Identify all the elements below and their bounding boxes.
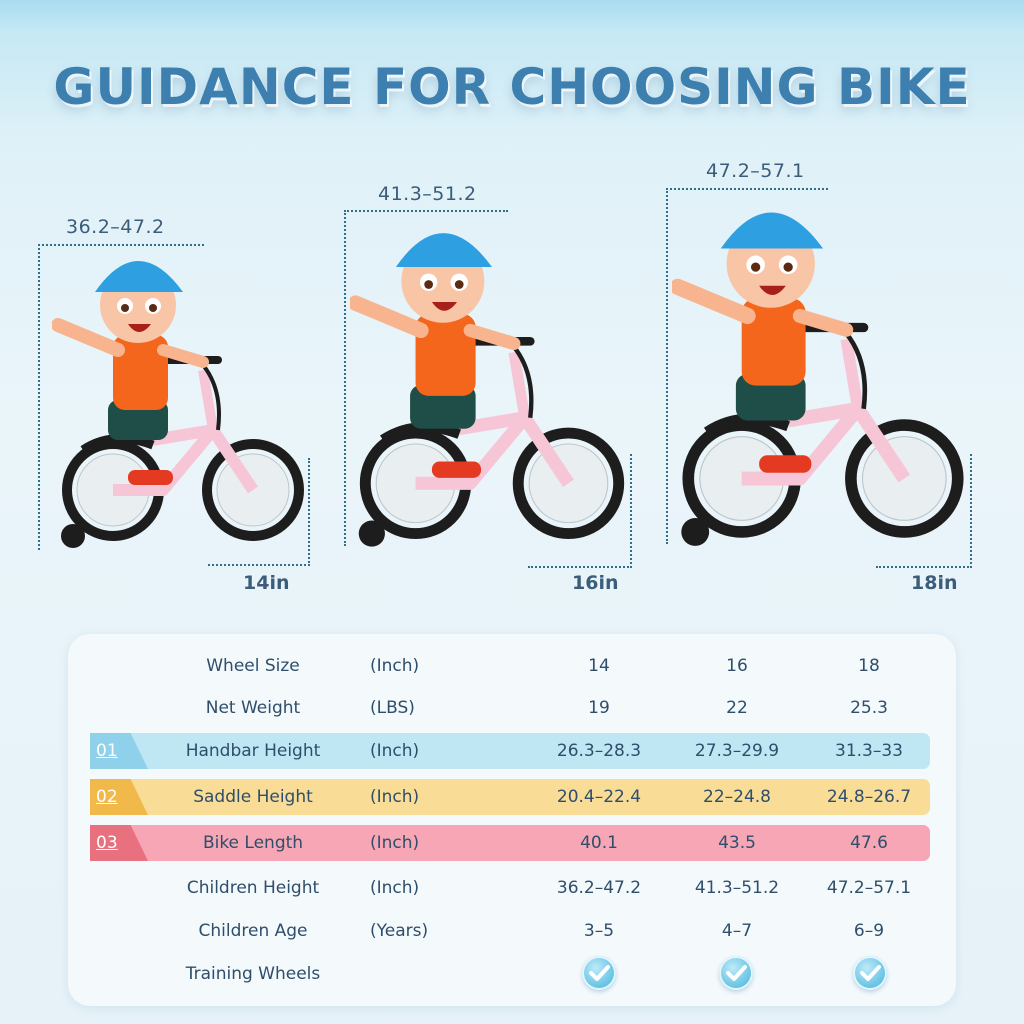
row-unit: (Inch) xyxy=(370,656,420,676)
row-label: Children Height xyxy=(186,878,320,898)
row-highlight xyxy=(90,825,930,861)
value-18in: 47.2–57.1 xyxy=(826,878,912,898)
table-row-training-wheels: Training Wheels xyxy=(68,956,956,992)
wheel-guide-14 xyxy=(208,458,310,566)
value-14in: 40.1 xyxy=(580,833,618,853)
value-16in: 22–24.8 xyxy=(703,787,771,807)
height-guide-16 xyxy=(344,210,508,546)
row-label: Children Age xyxy=(198,921,308,941)
row-unit: (Inch) xyxy=(370,787,420,807)
check-icon xyxy=(853,956,887,990)
table-row-children-height: Children Height (Inch) 36.2–47.2 41.3–51… xyxy=(68,870,956,906)
value-16in: 22 xyxy=(726,698,748,718)
row-label: Saddle Height xyxy=(193,787,313,807)
value-14in: 19 xyxy=(588,698,610,718)
table-row-bike-length: 03 Bike Length (Inch) 40.1 43.5 47.6 xyxy=(68,825,956,861)
value-16in: 4–7 xyxy=(721,921,753,941)
check-icon xyxy=(582,956,616,990)
wheel-guide-16 xyxy=(528,454,632,568)
value-14in: 14 xyxy=(588,656,610,676)
height-guide-18 xyxy=(666,188,828,544)
table-row-net-weight: Net Weight (LBS) 19 22 25.3 xyxy=(68,690,956,726)
value-14in: 3–5 xyxy=(583,921,615,941)
value-18in: 24.8–26.7 xyxy=(826,787,912,807)
rider-illustration-16 xyxy=(350,233,625,547)
size-chart-table: Wheel Size (Inch) 14 16 18 Net Weight (L… xyxy=(68,634,956,1006)
wheel-size-label-14: 14in xyxy=(243,572,290,594)
value-18in: 25.3 xyxy=(850,698,888,718)
value-14in: 20.4–22.4 xyxy=(556,787,642,807)
bike-rider-group xyxy=(672,212,964,546)
table-row-wheel-size: Wheel Size (Inch) 14 16 18 xyxy=(68,648,956,684)
value-18in: 6–9 xyxy=(853,921,885,941)
height-range-18: 47.2–57.1 xyxy=(706,160,805,182)
row-highlight xyxy=(90,733,930,769)
value-16in: 41.3–51.2 xyxy=(694,878,780,898)
row-unit: (Inch) xyxy=(370,741,420,761)
row-unit: (Years) xyxy=(370,921,429,941)
height-range-14: 36.2–47.2 xyxy=(66,216,165,238)
row-label: Handbar Height xyxy=(185,741,321,761)
table-row-saddle-height: 02 Saddle Height (Inch) 20.4–22.4 22–24.… xyxy=(68,779,956,815)
rider-illustration-14 xyxy=(52,261,304,548)
value-16in: 27.3–29.9 xyxy=(694,741,780,761)
value-16in: 43.5 xyxy=(718,833,756,853)
row-label: Net Weight xyxy=(205,698,301,718)
row-label: Wheel Size xyxy=(206,656,300,676)
wheel-size-label-18: 18in xyxy=(911,572,958,594)
bike-rider-group xyxy=(52,261,304,548)
height-range-16: 41.3–51.2 xyxy=(378,183,477,205)
table-row-children-age: Children Age (Years) 3–5 4–7 6–9 xyxy=(68,913,956,949)
value-18in: 47.6 xyxy=(850,833,888,853)
row-unit: (Inch) xyxy=(370,833,420,853)
value-18in: 18 xyxy=(858,656,880,676)
bike-rider-group xyxy=(350,233,625,547)
wheel-guide-18 xyxy=(876,454,972,568)
row-unit: (LBS) xyxy=(370,698,415,718)
row-label: Bike Length xyxy=(202,833,304,853)
row-unit: (Inch) xyxy=(370,878,420,898)
rider-illustration-18 xyxy=(672,212,964,546)
check-icon xyxy=(719,956,753,990)
header-banner xyxy=(0,0,1024,46)
table-row-handbar-height: 01 Handbar Height (Inch) 26.3–28.3 27.3–… xyxy=(68,733,956,769)
row-highlight xyxy=(90,779,930,815)
height-guide-14 xyxy=(38,244,204,550)
value-16in: 16 xyxy=(726,656,748,676)
page-title: GUIDANCE FOR CHOOSING BIKE xyxy=(53,58,971,116)
value-14in: 26.3–28.3 xyxy=(556,741,642,761)
wheel-size-label-16: 16in xyxy=(572,572,619,594)
row-label: Training Wheels xyxy=(185,964,321,984)
value-14in: 36.2–47.2 xyxy=(556,878,642,898)
value-18in: 31.3–33 xyxy=(835,741,903,761)
